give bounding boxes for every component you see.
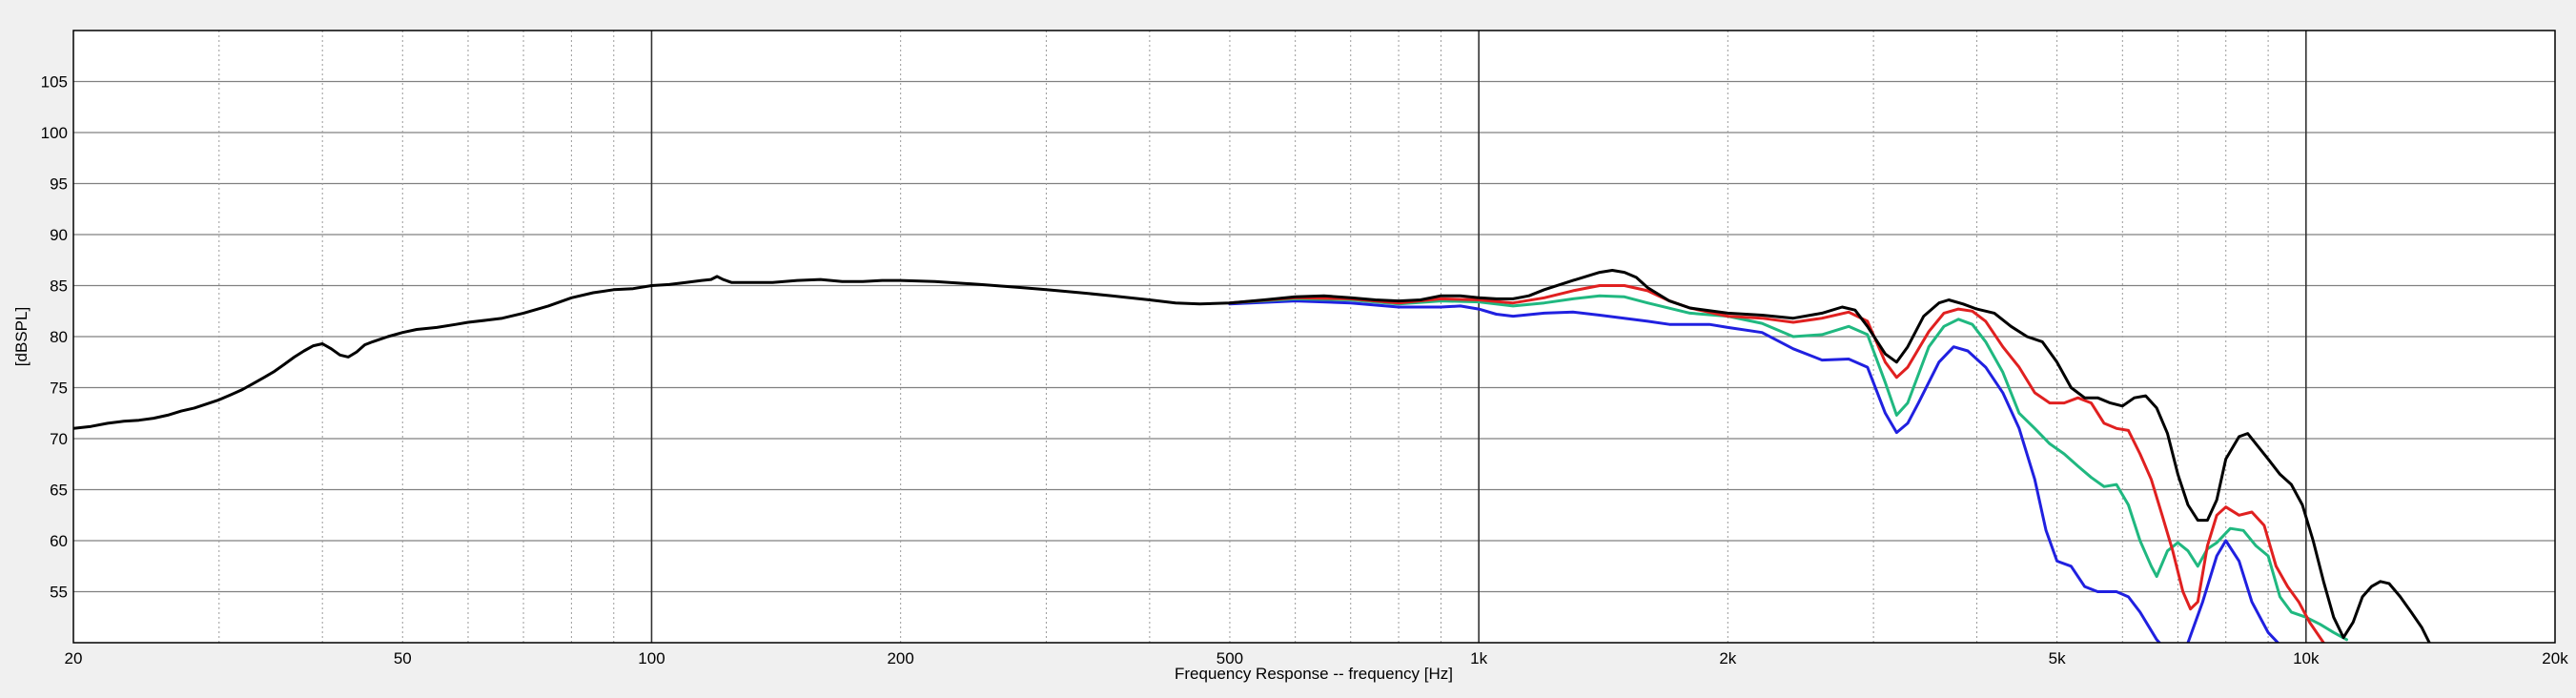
series-line-1 xyxy=(1228,299,2280,643)
x-tick-label: 200 xyxy=(887,649,913,667)
series-line-3 xyxy=(1228,284,2325,643)
y-tick-label: 75 xyxy=(50,380,68,398)
x-axis-label: Frequency Response -- frequency [Hz] xyxy=(1175,665,1453,683)
plot-frame xyxy=(72,30,2556,644)
x-tick-label: 20k xyxy=(2542,649,2568,667)
y-tick-label: 95 xyxy=(50,175,68,194)
series-line-4 xyxy=(73,269,2431,643)
x-tick-label: 20 xyxy=(65,649,83,667)
y-tick-label: 90 xyxy=(50,226,68,244)
series-line-2 xyxy=(1228,294,2348,642)
series-group xyxy=(73,269,2431,643)
y-tick-label: 65 xyxy=(50,482,68,500)
x-tick-labels: 20 50 100 200 500 1k 2k 5k 10k 20k xyxy=(65,649,2569,667)
y-tick-label: 60 xyxy=(50,532,68,550)
y-tick-label: 105 xyxy=(41,73,68,92)
y-tick-labels: 55 60 65 70 75 80 85 90 95 100 105 xyxy=(41,73,68,602)
x-tick-label: 1k xyxy=(1470,649,1487,667)
x-tick-label: 100 xyxy=(638,649,664,667)
x-tick-label: 500 xyxy=(1216,649,1243,667)
y-axis-label: [dBSPL] xyxy=(12,307,31,366)
grid-lines xyxy=(73,31,2555,643)
x-tick-label: 2k xyxy=(1719,649,1736,667)
y-tick-label: 100 xyxy=(41,124,68,142)
y-tick-label: 85 xyxy=(50,277,68,296)
y-tick-label: 55 xyxy=(50,584,68,602)
x-tick-label: 10k xyxy=(2293,649,2320,667)
x-tick-label: 5k xyxy=(2049,649,2066,667)
y-tick-label: 80 xyxy=(50,328,68,346)
x-tick-label: 50 xyxy=(394,649,412,667)
y-tick-label: 70 xyxy=(50,430,68,448)
